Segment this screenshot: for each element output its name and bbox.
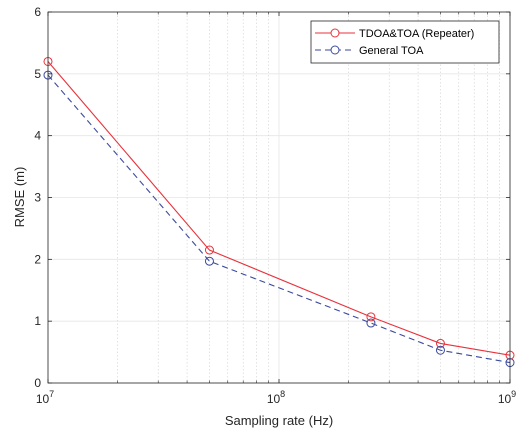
y-tick-label: 2 <box>34 252 41 266</box>
data-point-marker <box>204 245 214 255</box>
series-line <box>47 61 511 356</box>
x-tick-label-base: 10 <box>267 392 281 406</box>
x-tick-label-exponent: 7 <box>49 389 54 399</box>
legend-label: TDOA&TOA (Repeater) <box>359 28 474 40</box>
x-tick-label-exponent: 9 <box>511 389 516 399</box>
y-axis-title: RMSE (m) <box>12 167 27 228</box>
legend-box <box>310 20 500 64</box>
y-tick-label: 4 <box>34 129 41 143</box>
x-axis-title: Sampling rate (Hz) <box>225 413 333 428</box>
y-tick-label: 1 <box>34 314 41 328</box>
x-tick-label: 107 <box>36 389 54 406</box>
y-tick-label: 0 <box>34 376 41 390</box>
series-line <box>47 74 511 364</box>
legend: TDOA&TOA (Repeater) General TOA <box>310 20 500 64</box>
data-point-marker <box>204 256 214 266</box>
y-tick-label: 5 <box>34 67 41 81</box>
legend-marker <box>330 45 340 55</box>
y-tick-label: 6 <box>34 5 41 19</box>
legend-marker <box>330 28 340 38</box>
legend-label: General TOA <box>359 45 424 57</box>
x-tick-label-exponent: 8 <box>280 389 285 399</box>
x-tick-label-base: 10 <box>36 392 50 406</box>
x-tick-label: 109 <box>498 389 516 406</box>
x-tick-label-base: 10 <box>498 392 512 406</box>
data-point-marker <box>435 345 445 355</box>
data-point-marker <box>366 318 376 328</box>
x-tick-label: 108 <box>267 389 285 406</box>
data-point-marker <box>366 312 376 322</box>
data-point-marker <box>435 338 445 348</box>
y-tick-label: 3 <box>34 191 41 205</box>
ticks <box>47 11 511 384</box>
